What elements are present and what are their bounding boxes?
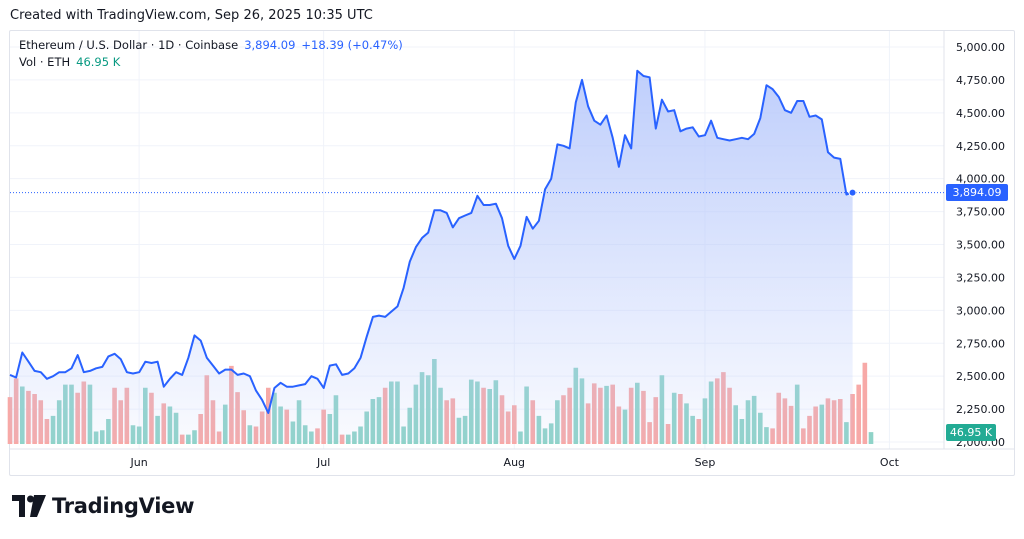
volume-label[interactable]: Vol · ETH — [19, 55, 71, 69]
y-tick-label: 3,750.00 — [956, 206, 1005, 219]
volume-bar — [862, 362, 868, 444]
y-tick-label: 2,500.00 — [956, 370, 1005, 383]
x-tick-label: Oct — [880, 456, 900, 469]
y-tick-label: 4,750.00 — [956, 74, 1005, 87]
x-tick-label: Sep — [695, 456, 716, 469]
y-tick-label: 2,750.00 — [956, 337, 1005, 350]
change-label: +18.39 (+0.47%) — [301, 38, 403, 52]
y-tick-label: 3,000.00 — [956, 304, 1005, 317]
x-tick-label: Aug — [504, 456, 525, 469]
last-price-label: 3,894.09 — [244, 38, 296, 52]
volume-tag: 46.95 K — [946, 424, 996, 441]
legend-volume: Vol · ETH 46.95 K — [19, 55, 120, 69]
tradingview-logo-icon — [12, 495, 46, 517]
y-tick-label: 4,000.00 — [956, 173, 1005, 186]
volume-bar — [856, 384, 861, 444]
chart-frame — [9, 30, 1015, 476]
y-tick-label: 5,000.00 — [956, 41, 1005, 54]
volume-value: 46.95 K — [76, 55, 121, 69]
top-caption: Created with TradingView.com, Sep 26, 20… — [10, 8, 373, 23]
y-tick-label: 3,500.00 — [956, 239, 1005, 252]
price-area — [10, 70, 853, 442]
y-tick-label: 4,250.00 — [956, 140, 1005, 153]
tradingview-brand[interactable]: TradingView — [12, 494, 194, 518]
y-tick-label: 2,250.00 — [956, 403, 1005, 416]
x-tick-label: Jun — [130, 456, 148, 469]
x-tick-label: Jul — [316, 456, 330, 469]
last-price-tag: 3,894.09 — [946, 184, 1008, 201]
y-tick-label: 4,500.00 — [956, 107, 1005, 120]
last-price-dot — [848, 188, 857, 197]
legend-main: Ethereum / U.S. Dollar · 1D · Coinbase 3,… — [19, 38, 403, 52]
symbol-label[interactable]: Ethereum / U.S. Dollar · 1D · Coinbase — [19, 38, 239, 52]
volume-bar — [868, 432, 874, 444]
y-tick-label: 3,250.00 — [956, 271, 1005, 284]
brand-name: TradingView — [52, 494, 195, 518]
price-line — [9, 69, 853, 414]
